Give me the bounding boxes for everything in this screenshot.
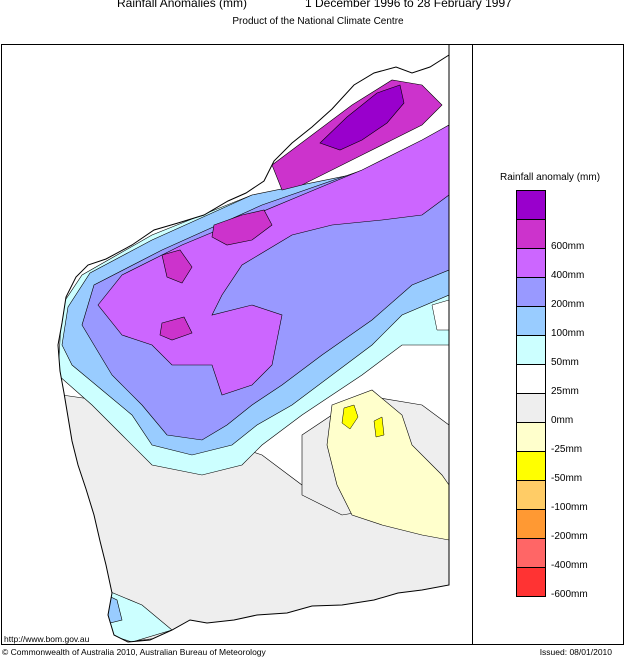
legend-label: -100mm	[551, 502, 588, 513]
footer-issued-date: Issued: 08/01/2010	[539, 647, 612, 657]
legend-swatch	[516, 538, 546, 567]
legend-swatch	[516, 248, 546, 277]
legend-swatch	[516, 364, 546, 393]
rainfall-anomaly-map	[57, 45, 450, 643]
zone-minus50-minus100mm-b	[373, 416, 385, 438]
legend-label: -200mm	[551, 531, 588, 542]
legend-swatch	[516, 277, 546, 306]
legend-swatch	[516, 393, 546, 422]
legend-title: Rainfall anomaly (mm)	[500, 172, 601, 183]
zone-over-600mm	[319, 84, 405, 151]
zone-white-patch	[431, 299, 449, 331]
legend-label: 50mm	[551, 357, 579, 368]
map-title: Rainfall Anomalies (mm) 1 December 1996 …	[0, 0, 626, 10]
coastline	[57, 45, 450, 643]
legend-swatch	[516, 219, 546, 248]
legend-label: -600mm	[551, 589, 588, 600]
legend-swatch	[516, 480, 546, 509]
legend-label: 100mm	[551, 328, 585, 339]
legend-swatch	[516, 335, 546, 364]
zone-400-600mm-patch	[161, 249, 193, 284]
legend-label: 0mm	[551, 415, 574, 426]
legend-label: 25mm	[551, 386, 579, 397]
zone-400-600mm-west	[211, 209, 273, 246]
legend-swatch	[516, 509, 546, 538]
legend-label: 600mm	[551, 241, 585, 252]
legend-swatch	[516, 190, 546, 219]
footer-copyright: © Commonwealth of Australia 2010, Austra…	[2, 647, 266, 657]
map-subtitle: Product of the National Climate Centre	[232, 16, 404, 27]
legend-swatch	[516, 306, 546, 335]
legend-label: -400mm	[551, 560, 588, 571]
map-title-variable: Rainfall Anomalies (mm)	[117, 0, 248, 10]
map-title-period: 1 December 1996 to 28 February 1997	[305, 0, 512, 10]
zone-minus50-minus100mm	[341, 404, 359, 430]
legend-swatch	[516, 567, 546, 597]
footer-url[interactable]: http://www.bom.gov.au	[4, 634, 90, 644]
zone-400-600mm-patch-b	[159, 316, 193, 341]
legend-label: -25mm	[551, 444, 583, 455]
legend-label: 400mm	[551, 270, 585, 281]
zone-minus25-minus50mm	[326, 389, 449, 541]
legend-divider	[472, 44, 473, 645]
legend-label: -50mm	[551, 473, 583, 484]
legend-swatches	[516, 190, 546, 597]
legend-label: 200mm	[551, 299, 585, 310]
legend-swatch	[516, 451, 546, 480]
legend-swatch	[516, 422, 546, 451]
map-frame	[1, 44, 624, 645]
